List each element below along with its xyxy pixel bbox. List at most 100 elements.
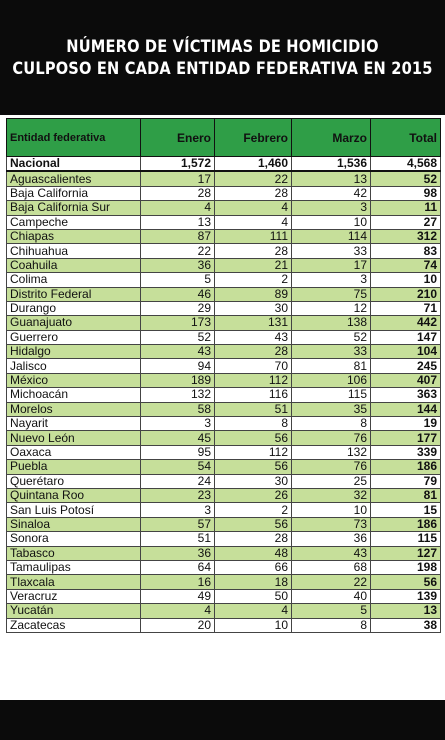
cell-total: 27 [370, 214, 441, 230]
cell-enero: 189 [140, 372, 215, 389]
cell-marzo: 3 [291, 272, 371, 288]
cell-marzo: 17 [291, 257, 371, 274]
cell-entidad: Sonora [6, 531, 141, 547]
cell-febrero: 18 [214, 574, 292, 590]
cell-marzo: 8 [291, 416, 371, 432]
cell-entidad: Chihuahua [6, 243, 141, 259]
cell-total: 198 [370, 559, 441, 576]
table-row: Colima 5 2 3 10 [6, 272, 441, 288]
cell-enero: 17 [140, 170, 215, 187]
cell-marzo: 32 [291, 487, 371, 504]
table-row: Hidalgo 43 28 33 104 [6, 344, 441, 360]
cell-total: 407 [370, 372, 441, 389]
table-row: San Luis Potosí 3 2 10 15 [6, 502, 441, 518]
cell-febrero: 26 [214, 487, 292, 504]
cell-total: 127 [370, 545, 441, 561]
cell-total: 15 [370, 502, 441, 518]
cell-enero: 4 [140, 200, 215, 216]
cell-febrero: 43 [214, 329, 292, 346]
cell-entidad: Querétaro [6, 473, 141, 489]
table-row: Baja California Sur 4 4 3 11 [6, 200, 441, 216]
table-sheet: Entidad federativa Enero Febrero Marzo T… [0, 115, 445, 700]
cell-marzo: 22 [291, 574, 371, 590]
cell-marzo: 33 [291, 344, 371, 360]
cell-enero: 173 [140, 315, 215, 331]
cell-enero: 13 [140, 214, 215, 230]
table-body: Nacional 1,572 1,460 1,536 4,568 Aguascalient… [6, 156, 441, 633]
cell-febrero: 116 [214, 387, 292, 403]
header-enero: Enero [140, 118, 215, 157]
table-row: Morelos 58 51 35 144 [6, 401, 441, 418]
table-row: Baja California 28 28 42 98 [6, 185, 441, 202]
table-row: Sinaloa 57 56 73 186 [6, 516, 441, 533]
cell-enero: 24 [140, 473, 215, 489]
cell-febrero: 89 [214, 286, 292, 302]
table-row: Guanajuato 173 131 138 442 [6, 315, 441, 331]
cell-total: 245 [370, 358, 441, 374]
table-row: Durango 29 30 12 71 [6, 300, 441, 317]
cell-entidad: Veracruz [6, 588, 141, 605]
cell-enero: 49 [140, 588, 215, 605]
title-line-2: CULPOSO EN CADA ENTIDAD FEDERATIVA EN 20… [12, 58, 433, 79]
cell-febrero: 4 [214, 200, 292, 216]
cell-total: 74 [370, 257, 441, 274]
cell-enero: 16 [140, 574, 215, 590]
cell-entidad: Guerrero [6, 329, 141, 346]
table-row: Distrito Federal 46 89 75 210 [6, 286, 441, 302]
cell-marzo: 106 [291, 372, 371, 389]
cell-total: 52 [370, 170, 441, 187]
cell-febrero: 28 [214, 243, 292, 259]
cell-marzo: 52 [291, 329, 371, 346]
cell-total: 186 [370, 459, 441, 475]
cell-marzo: 43 [291, 545, 371, 561]
cell-marzo: 1,536 [291, 156, 371, 173]
header-febrero: Febrero [214, 118, 292, 157]
cell-total: 147 [370, 329, 441, 346]
cell-febrero: 112 [214, 444, 292, 461]
cell-total: 79 [370, 473, 441, 489]
cell-total: 4,568 [370, 156, 441, 173]
cell-total: 115 [370, 531, 441, 547]
cell-enero: 64 [140, 559, 215, 576]
cell-enero: 45 [140, 430, 215, 446]
cell-enero: 57 [140, 516, 215, 533]
cell-enero: 22 [140, 243, 215, 259]
cell-entidad: Michoacán [6, 387, 141, 403]
cell-febrero: 70 [214, 358, 292, 374]
table-row: Guerrero 52 43 52 147 [6, 329, 441, 346]
cell-marzo: 36 [291, 531, 371, 547]
cell-enero: 95 [140, 444, 215, 461]
cell-entidad: Tamaulipas [6, 559, 141, 576]
cell-febrero: 30 [214, 300, 292, 317]
table-row: Tabasco 36 48 43 127 [6, 545, 441, 561]
cell-enero: 3 [140, 502, 215, 518]
cell-marzo: 25 [291, 473, 371, 489]
cell-entidad: Coahuila [6, 257, 141, 274]
cell-marzo: 5 [291, 603, 371, 619]
cell-enero: 87 [140, 228, 215, 245]
cell-febrero: 8 [214, 416, 292, 432]
cell-marzo: 76 [291, 459, 371, 475]
cell-enero: 3 [140, 416, 215, 432]
cell-entidad: Jalisco [6, 358, 141, 374]
cell-enero: 132 [140, 387, 215, 403]
cell-marzo: 132 [291, 444, 371, 461]
table-row: Chiapas 87 111 114 312 [6, 228, 441, 245]
cell-enero: 28 [140, 185, 215, 202]
cell-total: 210 [370, 286, 441, 302]
cell-total: 83 [370, 243, 441, 259]
table-row: Jalisco 94 70 81 245 [6, 358, 441, 374]
cell-total: 363 [370, 387, 441, 403]
table-row: Aguascalientes 17 22 13 52 [6, 170, 441, 187]
cell-enero: 58 [140, 401, 215, 418]
cell-entidad: Baja California [6, 185, 141, 202]
cell-marzo: 40 [291, 588, 371, 605]
table-row: Sonora 51 28 36 115 [6, 531, 441, 547]
cell-marzo: 138 [291, 315, 371, 331]
cell-entidad: Nuevo León [6, 430, 141, 446]
cell-febrero: 4 [214, 603, 292, 619]
cell-febrero: 28 [214, 531, 292, 547]
cell-entidad: Morelos [6, 401, 141, 418]
table-row: Chihuahua 22 28 33 83 [6, 243, 441, 259]
cell-enero: 54 [140, 459, 215, 475]
